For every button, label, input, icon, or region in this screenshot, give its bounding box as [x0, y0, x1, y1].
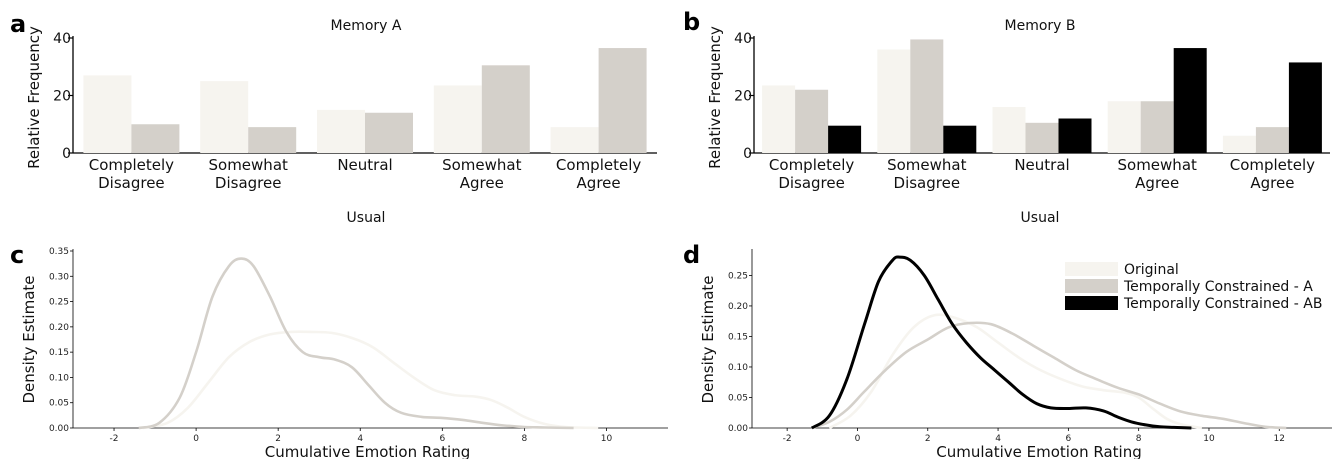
x-tick-label-c: -2	[110, 434, 119, 444]
y-tick-label-c: 0.05	[49, 399, 69, 409]
y-tick-label-d: 0.25	[728, 271, 748, 281]
category-label-a: Somewhat Disagree	[209, 156, 289, 192]
x-tick-label-c: 6	[439, 434, 445, 444]
bar-a-constrained-a	[598, 48, 647, 153]
chart-title-d: Usual	[1021, 210, 1060, 226]
y-tick-label-d: 0.10	[728, 363, 748, 373]
x-tick-label-d: 2	[925, 434, 931, 444]
category-label-b: Somewhat Disagree	[887, 156, 967, 192]
density-curve-c-original	[142, 330, 599, 430]
y-tick-label-d: 0.05	[728, 393, 748, 403]
x-tick-label-d: 0	[855, 434, 861, 444]
bar-a-constrained-a	[365, 112, 413, 153]
bar-b-original	[992, 107, 1026, 153]
bar-b-constrained-ab	[828, 125, 862, 153]
x-tick-label-d: -2	[783, 434, 792, 444]
bar-b-constrained-a	[1255, 127, 1289, 153]
chart-title-b: Memory B	[1005, 18, 1076, 34]
x-tick-label-d: 4	[995, 434, 1001, 444]
bar-a-original	[433, 85, 482, 153]
x-tick-label-d: 8	[1136, 434, 1142, 444]
category-label-b: Completely Disagree	[769, 156, 854, 192]
bar-b-constrained-a	[910, 39, 944, 153]
chart-title-a: Memory A	[331, 18, 402, 34]
x-axis-label-d: Cumulative Emotion Rating	[936, 443, 1142, 459]
y-tick-label-c: 0.00	[49, 424, 69, 434]
category-label-a: Completely Agree	[556, 156, 641, 192]
legend-swatch-constrained-ab	[1065, 296, 1118, 310]
legend-label-constrained-ab: Temporally Constrained - AB	[1123, 296, 1322, 312]
y-tick-label-c: 0.15	[49, 348, 69, 358]
y-tick-label-a: 20	[53, 89, 71, 105]
panel-label-a: a	[10, 10, 26, 38]
legend-swatch-original	[1065, 262, 1118, 276]
y-tick-label-b: 40	[734, 31, 752, 47]
bar-b-constrained-a	[1025, 122, 1059, 153]
bar-b-constrained-a	[795, 89, 829, 153]
x-tick-label-d: 6	[1065, 434, 1071, 444]
bar-b-original	[762, 85, 796, 153]
y-axis-label-a: Relative Frequency	[25, 26, 43, 169]
y-tick-label-d: 0.20	[728, 302, 748, 312]
category-label-a: Neutral	[337, 156, 392, 174]
bar-a-constrained-a	[248, 127, 297, 153]
bar-b-constrained-ab	[1173, 48, 1207, 153]
bar-a-original	[550, 127, 599, 153]
y-tick-label-d: 0.15	[728, 332, 748, 342]
bar-b-constrained-a	[1140, 101, 1174, 153]
bar-a-original	[200, 81, 249, 153]
x-tick-label-c: 8	[522, 434, 528, 444]
y-tick-label-c: 0.20	[49, 323, 69, 333]
density-curve-d-original	[828, 313, 1203, 430]
bar-b-constrained-ab	[1058, 118, 1092, 153]
category-label-a: Completely Disagree	[89, 156, 174, 192]
y-tick-label-c: 0.30	[49, 272, 69, 282]
bar-b-original	[877, 49, 911, 153]
density-curve-c-constrained-a	[138, 257, 574, 430]
panel-label-d: d	[683, 241, 700, 269]
bar-b-constrained-ab	[943, 125, 977, 153]
y-tick-label-a: 0	[62, 146, 71, 162]
y-tick-label-b: 20	[734, 89, 752, 105]
bar-a-constrained-a	[481, 65, 530, 153]
bar-b-original	[1107, 101, 1141, 153]
x-tick-label-c: 10	[601, 434, 613, 444]
y-axis-label-d: Density Estimate	[699, 275, 717, 403]
x-tick-label-c: 2	[275, 434, 281, 444]
category-label-a: Somewhat Agree	[442, 156, 522, 192]
density-curve-d-constrained-ab	[810, 255, 1192, 430]
y-tick-label-c: 0.10	[49, 373, 69, 383]
density-curve-d-constrained-a	[811, 321, 1287, 430]
chart-title-c: Usual	[347, 210, 386, 226]
bar-b-constrained-ab	[1288, 62, 1322, 153]
x-tick-label-d: 12	[1274, 434, 1285, 444]
y-tick-label-b: 0	[743, 146, 752, 162]
panel-label-b: b	[683, 8, 700, 36]
legend-label-constrained-a: Temporally Constrained - A	[1123, 279, 1313, 295]
legend-label-original: Original	[1124, 262, 1179, 278]
x-axis-label-c: Cumulative Emotion Rating	[265, 443, 471, 459]
bar-a-constrained-a	[131, 124, 180, 153]
y-tick-label-a: 40	[53, 31, 71, 47]
category-label-b: Neutral	[1014, 156, 1069, 174]
legend-swatch-constrained-a	[1065, 279, 1118, 293]
panel-label-c: c	[10, 241, 24, 269]
category-label-b: Somewhat Agree	[1118, 156, 1198, 192]
bar-b-original	[1222, 135, 1256, 153]
bar-a-original	[317, 109, 365, 153]
y-axis-label-c: Density Estimate	[20, 275, 38, 403]
y-axis-label-b: Relative Frequency	[706, 26, 724, 169]
x-tick-label-c: 4	[357, 434, 363, 444]
x-tick-label-d: 10	[1203, 434, 1215, 444]
y-tick-label-d: 0.00	[728, 424, 748, 434]
bar-a-original	[83, 75, 132, 153]
y-tick-label-c: 0.25	[49, 298, 69, 308]
x-tick-label-c: 0	[193, 434, 199, 444]
y-tick-label-c: 0.35	[49, 247, 69, 257]
category-label-b: Completely Agree	[1230, 156, 1315, 192]
